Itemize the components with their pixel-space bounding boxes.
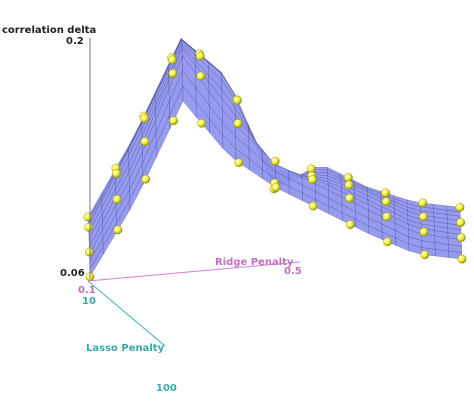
data-point xyxy=(271,183,281,193)
data-point xyxy=(112,194,122,204)
data-point xyxy=(418,198,428,208)
data-point xyxy=(169,116,179,126)
data-point xyxy=(84,222,94,232)
lasso-tick-start: 10 xyxy=(82,296,96,307)
lasso-axis-line xyxy=(87,280,166,347)
data-point xyxy=(419,227,429,237)
data-point xyxy=(345,220,355,230)
data-point xyxy=(195,51,205,61)
lasso-tick-end: 100 xyxy=(156,383,177,394)
data-point xyxy=(197,118,207,128)
ridge-tick-end: 0.5 xyxy=(284,266,302,277)
data-point xyxy=(234,158,244,168)
z-tick-bottom: 0.06 xyxy=(60,268,85,279)
ridge-tick-start: 0.1 xyxy=(78,285,96,296)
data-point xyxy=(196,71,206,81)
ridge-axis-line xyxy=(87,261,301,282)
data-point xyxy=(345,193,355,203)
ridge-axis-title: Ridge Penalty xyxy=(215,257,294,268)
data-point xyxy=(140,137,150,146)
data-point xyxy=(233,95,242,105)
data-point xyxy=(141,174,151,184)
data-point xyxy=(457,254,467,264)
data-point xyxy=(382,212,392,222)
data-point xyxy=(168,69,178,78)
data-point xyxy=(456,218,466,227)
data-point xyxy=(140,114,149,123)
z-axis-title: correlation delta xyxy=(2,25,96,36)
data-point xyxy=(233,119,243,128)
data-point xyxy=(420,250,430,260)
data-point xyxy=(270,156,280,166)
data-point xyxy=(83,212,93,222)
data-point xyxy=(308,175,317,185)
data-point xyxy=(308,201,318,211)
data-point xyxy=(381,188,390,198)
data-point xyxy=(455,202,465,212)
data-point xyxy=(419,212,428,222)
data-point xyxy=(381,197,391,207)
data-point xyxy=(112,169,122,179)
points-layer xyxy=(83,49,467,282)
data-point xyxy=(167,55,177,65)
data-point xyxy=(456,233,466,243)
data-point xyxy=(383,237,392,247)
z-tick-top: 0.2 xyxy=(66,36,84,47)
data-point xyxy=(84,247,94,257)
surface-patch xyxy=(313,166,328,171)
data-point xyxy=(344,180,354,190)
data-point xyxy=(343,173,353,183)
data-point xyxy=(113,225,123,235)
lasso-axis-title: Lasso Penalty xyxy=(86,343,165,354)
